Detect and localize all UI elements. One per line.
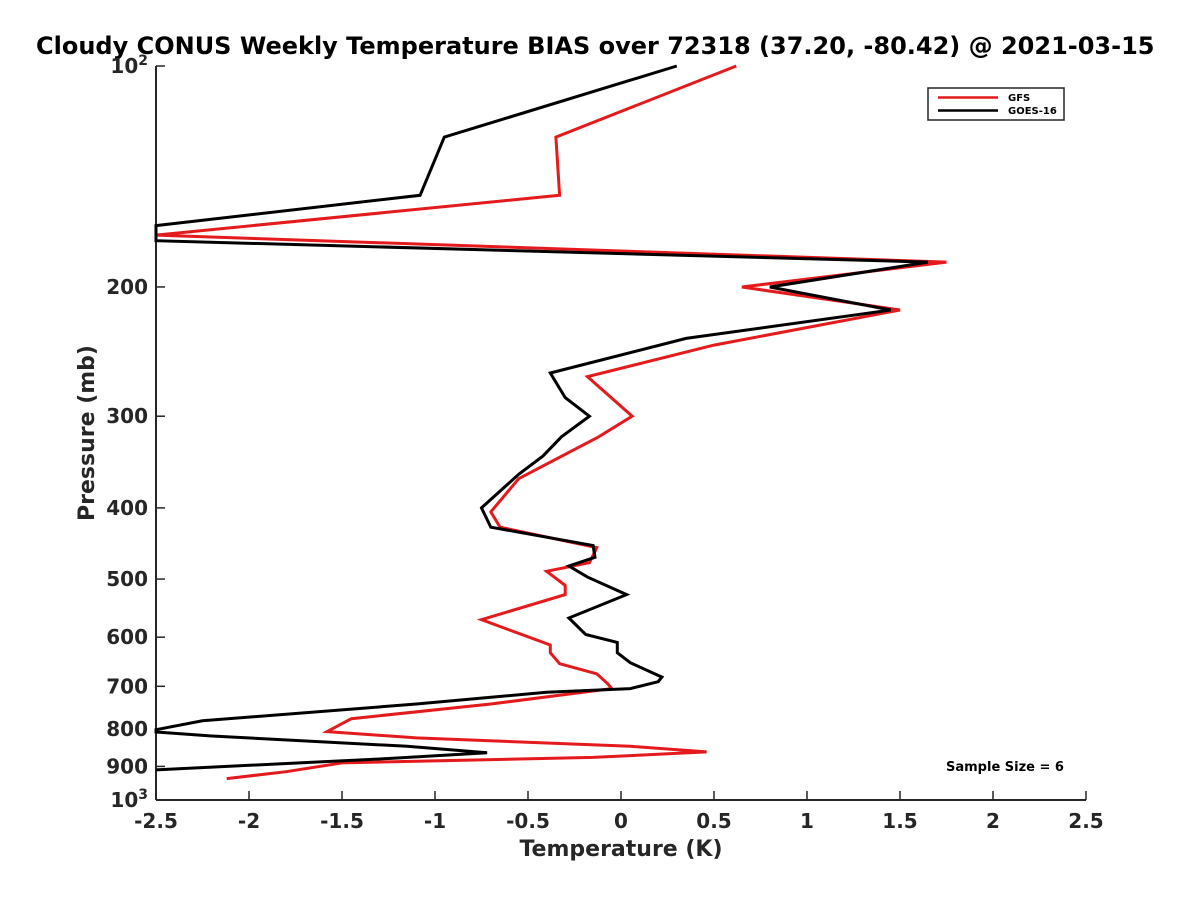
y-tick-label: 102 [110, 53, 148, 78]
x-tick-label: 0 [614, 809, 628, 833]
legend-label-goes16: GOES-16 [1008, 106, 1057, 117]
x-tick-label: 2.5 [1068, 809, 1103, 833]
y-tick-label: 700 [106, 674, 148, 698]
series-layer [154, 64, 947, 781]
y-axis-ticks: 102 200 300 400 500 600 700 800 900 103 [106, 53, 165, 812]
chart-title: Cloudy CONUS Weekly Temperature BIAS ove… [36, 32, 1154, 60]
x-tick-label: 0.5 [696, 809, 731, 833]
y-tick-label: 400 [106, 496, 148, 520]
plot-area: -2.5 -2 -1.5 -1 -0.5 0 0.5 1 1.5 2 2.5 102 200 300 40… [106, 53, 1103, 833]
y-axis-label: Pressure (mb) [75, 345, 100, 521]
legend-box [927, 87, 1065, 121]
x-tick-label: -0.5 [506, 809, 550, 833]
x-tick-label: -2.5 [134, 809, 178, 833]
x-tick-label: -1 [424, 809, 446, 833]
y-tick-label: 800 [106, 717, 148, 741]
x-tick-label: -2 [238, 809, 260, 833]
y-tick-label: 900 [106, 754, 148, 778]
x-tick-label: -1.5 [320, 809, 364, 833]
legend-label-gfs: GFS [1008, 93, 1030, 104]
sample-size-annotation: Sample Size = 6 [946, 760, 1064, 775]
y-tick-label: 200 [106, 275, 148, 299]
x-axis-ticks: -2.5 -2 -1.5 -1 -0.5 0 0.5 1 1.5 2 2.5 [134, 791, 1104, 833]
series-line-gfs [155, 64, 947, 781]
y-tick-label: 300 [106, 404, 148, 428]
y-tick-label: 103 [110, 787, 148, 812]
x-axis-label: Temperature (K) [519, 837, 722, 862]
legend: GFS GOES-16 [927, 87, 1065, 121]
x-tick-label: 2 [986, 809, 1000, 833]
series-line-goes-16 [154, 64, 929, 772]
y-tick-label: 600 [106, 625, 148, 649]
x-tick-label: 1.5 [882, 809, 917, 833]
x-tick-label: 1 [800, 809, 814, 833]
y-tick-label: 500 [106, 567, 148, 591]
